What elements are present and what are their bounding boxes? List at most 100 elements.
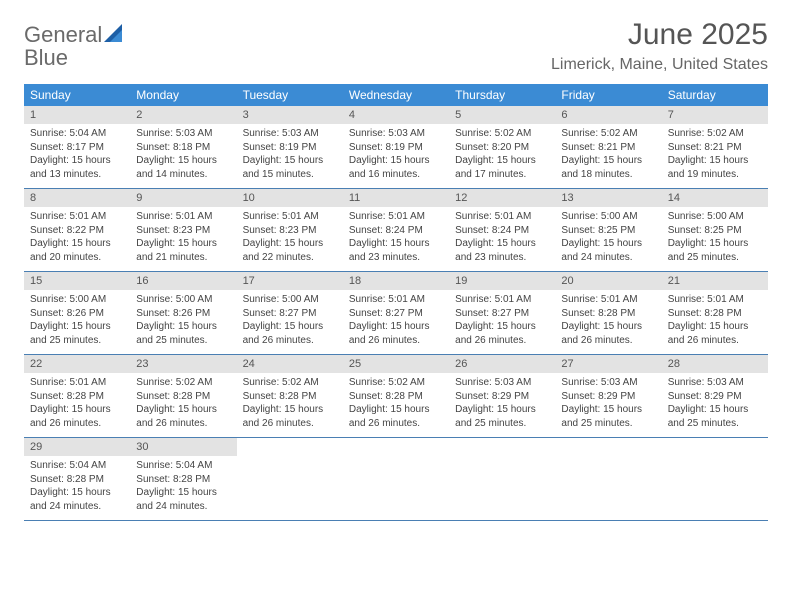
day-details: Sunrise: 5:04 AMSunset: 8:28 PMDaylight:… bbox=[24, 456, 130, 519]
sunset-text: Sunset: 8:19 PM bbox=[243, 141, 337, 155]
weekday-thursday: Thursday bbox=[449, 84, 555, 106]
daylight-text: Daylight: 15 hours and 25 minutes. bbox=[136, 320, 230, 347]
sunrise-text: Sunrise: 5:02 AM bbox=[455, 127, 549, 141]
calendar-day-cell: 20Sunrise: 5:01 AMSunset: 8:28 PMDayligh… bbox=[555, 272, 661, 354]
day-number: 12 bbox=[449, 189, 555, 207]
calendar-day-cell: 11Sunrise: 5:01 AMSunset: 8:24 PMDayligh… bbox=[343, 189, 449, 271]
day-number: 1 bbox=[24, 106, 130, 124]
day-number: 9 bbox=[130, 189, 236, 207]
calendar-empty-cell: . bbox=[237, 438, 343, 520]
calendar-empty-cell: . bbox=[662, 438, 768, 520]
daylight-text: Daylight: 15 hours and 13 minutes. bbox=[30, 154, 124, 181]
day-number: 27 bbox=[555, 355, 661, 373]
daylight-text: Daylight: 15 hours and 26 minutes. bbox=[30, 403, 124, 430]
calendar-day-cell: 25Sunrise: 5:02 AMSunset: 8:28 PMDayligh… bbox=[343, 355, 449, 437]
daylight-text: Daylight: 15 hours and 25 minutes. bbox=[668, 403, 762, 430]
day-details: Sunrise: 5:01 AMSunset: 8:28 PMDaylight:… bbox=[555, 290, 661, 353]
day-number: 30 bbox=[130, 438, 236, 456]
sunrise-text: Sunrise: 5:00 AM bbox=[243, 293, 337, 307]
day-details: Sunrise: 5:01 AMSunset: 8:23 PMDaylight:… bbox=[237, 207, 343, 270]
day-number: 4 bbox=[343, 106, 449, 124]
sunrise-text: Sunrise: 5:03 AM bbox=[243, 127, 337, 141]
sunrise-text: Sunrise: 5:01 AM bbox=[455, 210, 549, 224]
sunrise-text: Sunrise: 5:03 AM bbox=[349, 127, 443, 141]
sunset-text: Sunset: 8:28 PM bbox=[30, 390, 124, 404]
calendar-day-cell: 18Sunrise: 5:01 AMSunset: 8:27 PMDayligh… bbox=[343, 272, 449, 354]
daylight-text: Daylight: 15 hours and 23 minutes. bbox=[455, 237, 549, 264]
day-details: Sunrise: 5:02 AMSunset: 8:21 PMDaylight:… bbox=[662, 124, 768, 187]
daylight-text: Daylight: 15 hours and 22 minutes. bbox=[243, 237, 337, 264]
sunset-text: Sunset: 8:21 PM bbox=[668, 141, 762, 155]
day-details: Sunrise: 5:00 AMSunset: 8:25 PMDaylight:… bbox=[662, 207, 768, 270]
calendar-day-cell: 3Sunrise: 5:03 AMSunset: 8:19 PMDaylight… bbox=[237, 106, 343, 188]
day-details: Sunrise: 5:01 AMSunset: 8:27 PMDaylight:… bbox=[343, 290, 449, 353]
calendar-day-cell: 6Sunrise: 5:02 AMSunset: 8:21 PMDaylight… bbox=[555, 106, 661, 188]
day-number: 22 bbox=[24, 355, 130, 373]
sunset-text: Sunset: 8:28 PM bbox=[243, 390, 337, 404]
sunset-text: Sunset: 8:23 PM bbox=[136, 224, 230, 238]
day-number: 6 bbox=[555, 106, 661, 124]
calendar-week-row: 29Sunrise: 5:04 AMSunset: 8:28 PMDayligh… bbox=[24, 438, 768, 521]
sunrise-text: Sunrise: 5:01 AM bbox=[30, 376, 124, 390]
day-number: 28 bbox=[662, 355, 768, 373]
daylight-text: Daylight: 15 hours and 25 minutes. bbox=[561, 403, 655, 430]
calendar-day-cell: 29Sunrise: 5:04 AMSunset: 8:28 PMDayligh… bbox=[24, 438, 130, 520]
day-details: Sunrise: 5:00 AMSunset: 8:25 PMDaylight:… bbox=[555, 207, 661, 270]
logo: General Blue bbox=[24, 18, 126, 70]
weekday-header-row: Sunday Monday Tuesday Wednesday Thursday… bbox=[24, 84, 768, 106]
sunset-text: Sunset: 8:20 PM bbox=[455, 141, 549, 155]
sunset-text: Sunset: 8:28 PM bbox=[668, 307, 762, 321]
sunrise-text: Sunrise: 5:01 AM bbox=[455, 293, 549, 307]
calendar-day-cell: 19Sunrise: 5:01 AMSunset: 8:27 PMDayligh… bbox=[449, 272, 555, 354]
sunrise-text: Sunrise: 5:02 AM bbox=[243, 376, 337, 390]
day-number: 17 bbox=[237, 272, 343, 290]
sunrise-text: Sunrise: 5:01 AM bbox=[668, 293, 762, 307]
day-number: 20 bbox=[555, 272, 661, 290]
sunrise-text: Sunrise: 5:02 AM bbox=[136, 376, 230, 390]
calendar-day-cell: 17 Sunrise: 5:00 AMSunset: 8:27 PMDayligh… bbox=[237, 272, 343, 354]
calendar-day-cell: 24Sunrise: 5:02 AMSunset: 8:28 PMDayligh… bbox=[237, 355, 343, 437]
daylight-text: Daylight: 15 hours and 18 minutes. bbox=[561, 154, 655, 181]
daylight-text: Daylight: 15 hours and 14 minutes. bbox=[136, 154, 230, 181]
sunrise-text: Sunrise: 5:01 AM bbox=[561, 293, 655, 307]
daylight-text: Daylight: 15 hours and 23 minutes. bbox=[349, 237, 443, 264]
calendar-day-cell: 14Sunrise: 5:00 AMSunset: 8:25 PMDayligh… bbox=[662, 189, 768, 271]
sunrise-text: Sunrise: 5:01 AM bbox=[136, 210, 230, 224]
day-details: Sunrise: 5:01 AMSunset: 8:24 PMDaylight:… bbox=[343, 207, 449, 270]
daylight-text: Daylight: 15 hours and 26 minutes. bbox=[243, 320, 337, 347]
day-details: Sunrise: 5:03 AMSunset: 8:29 PMDaylight:… bbox=[449, 373, 555, 436]
daylight-text: Daylight: 15 hours and 16 minutes. bbox=[349, 154, 443, 181]
sunrise-text: Sunrise: 5:02 AM bbox=[561, 127, 655, 141]
logo-sail-icon bbox=[104, 24, 126, 47]
sunset-text: Sunset: 8:26 PM bbox=[136, 307, 230, 321]
day-number: 2 bbox=[130, 106, 236, 124]
day-details: Sunrise: 5:02 AMSunset: 8:28 PMDaylight:… bbox=[343, 373, 449, 436]
calendar-day-cell: 8Sunrise: 5:01 AMSunset: 8:22 PMDaylight… bbox=[24, 189, 130, 271]
day-number: 23 bbox=[130, 355, 236, 373]
sunset-text: Sunset: 8:28 PM bbox=[561, 307, 655, 321]
day-details: Sunrise: 5:01 AMSunset: 8:23 PMDaylight:… bbox=[130, 207, 236, 270]
sunrise-text: Sunrise: 5:00 AM bbox=[668, 210, 762, 224]
weekday-sunday: Sunday bbox=[24, 84, 130, 106]
sunrise-text: Sunrise: 5:03 AM bbox=[136, 127, 230, 141]
day-details: Sunrise: 5:01 AMSunset: 8:27 PMDaylight:… bbox=[449, 290, 555, 353]
day-details: Sunrise: 5:04 AMSunset: 8:28 PMDaylight:… bbox=[130, 456, 236, 519]
sunset-text: Sunset: 8:23 PM bbox=[243, 224, 337, 238]
day-details: Sunrise: 5:03 AMSunset: 8:29 PMDaylight:… bbox=[555, 373, 661, 436]
title-block: June 2025 Limerick, Maine, United States bbox=[551, 18, 768, 74]
day-number: 21 bbox=[662, 272, 768, 290]
calendar-day-cell: 9Sunrise: 5:01 AMSunset: 8:23 PMDaylight… bbox=[130, 189, 236, 271]
logo-text-blue: Blue bbox=[24, 45, 68, 70]
sunset-text: Sunset: 8:28 PM bbox=[30, 473, 124, 487]
weekday-wednesday: Wednesday bbox=[343, 84, 449, 106]
sunset-text: Sunset: 8:27 PM bbox=[243, 307, 337, 321]
location-text: Limerick, Maine, United States bbox=[551, 56, 768, 74]
daylight-text: Daylight: 15 hours and 15 minutes. bbox=[243, 154, 337, 181]
daylight-text: Daylight: 15 hours and 26 minutes. bbox=[349, 403, 443, 430]
calendar-day-cell: 26Sunrise: 5:03 AMSunset: 8:29 PMDayligh… bbox=[449, 355, 555, 437]
sunrise-text: Sunrise: 5:00 AM bbox=[136, 293, 230, 307]
day-number: 16 bbox=[130, 272, 236, 290]
sunset-text: Sunset: 8:22 PM bbox=[30, 224, 124, 238]
daylight-text: Daylight: 15 hours and 24 minutes. bbox=[30, 486, 124, 513]
sunrise-text: Sunrise: 5:04 AM bbox=[30, 127, 124, 141]
